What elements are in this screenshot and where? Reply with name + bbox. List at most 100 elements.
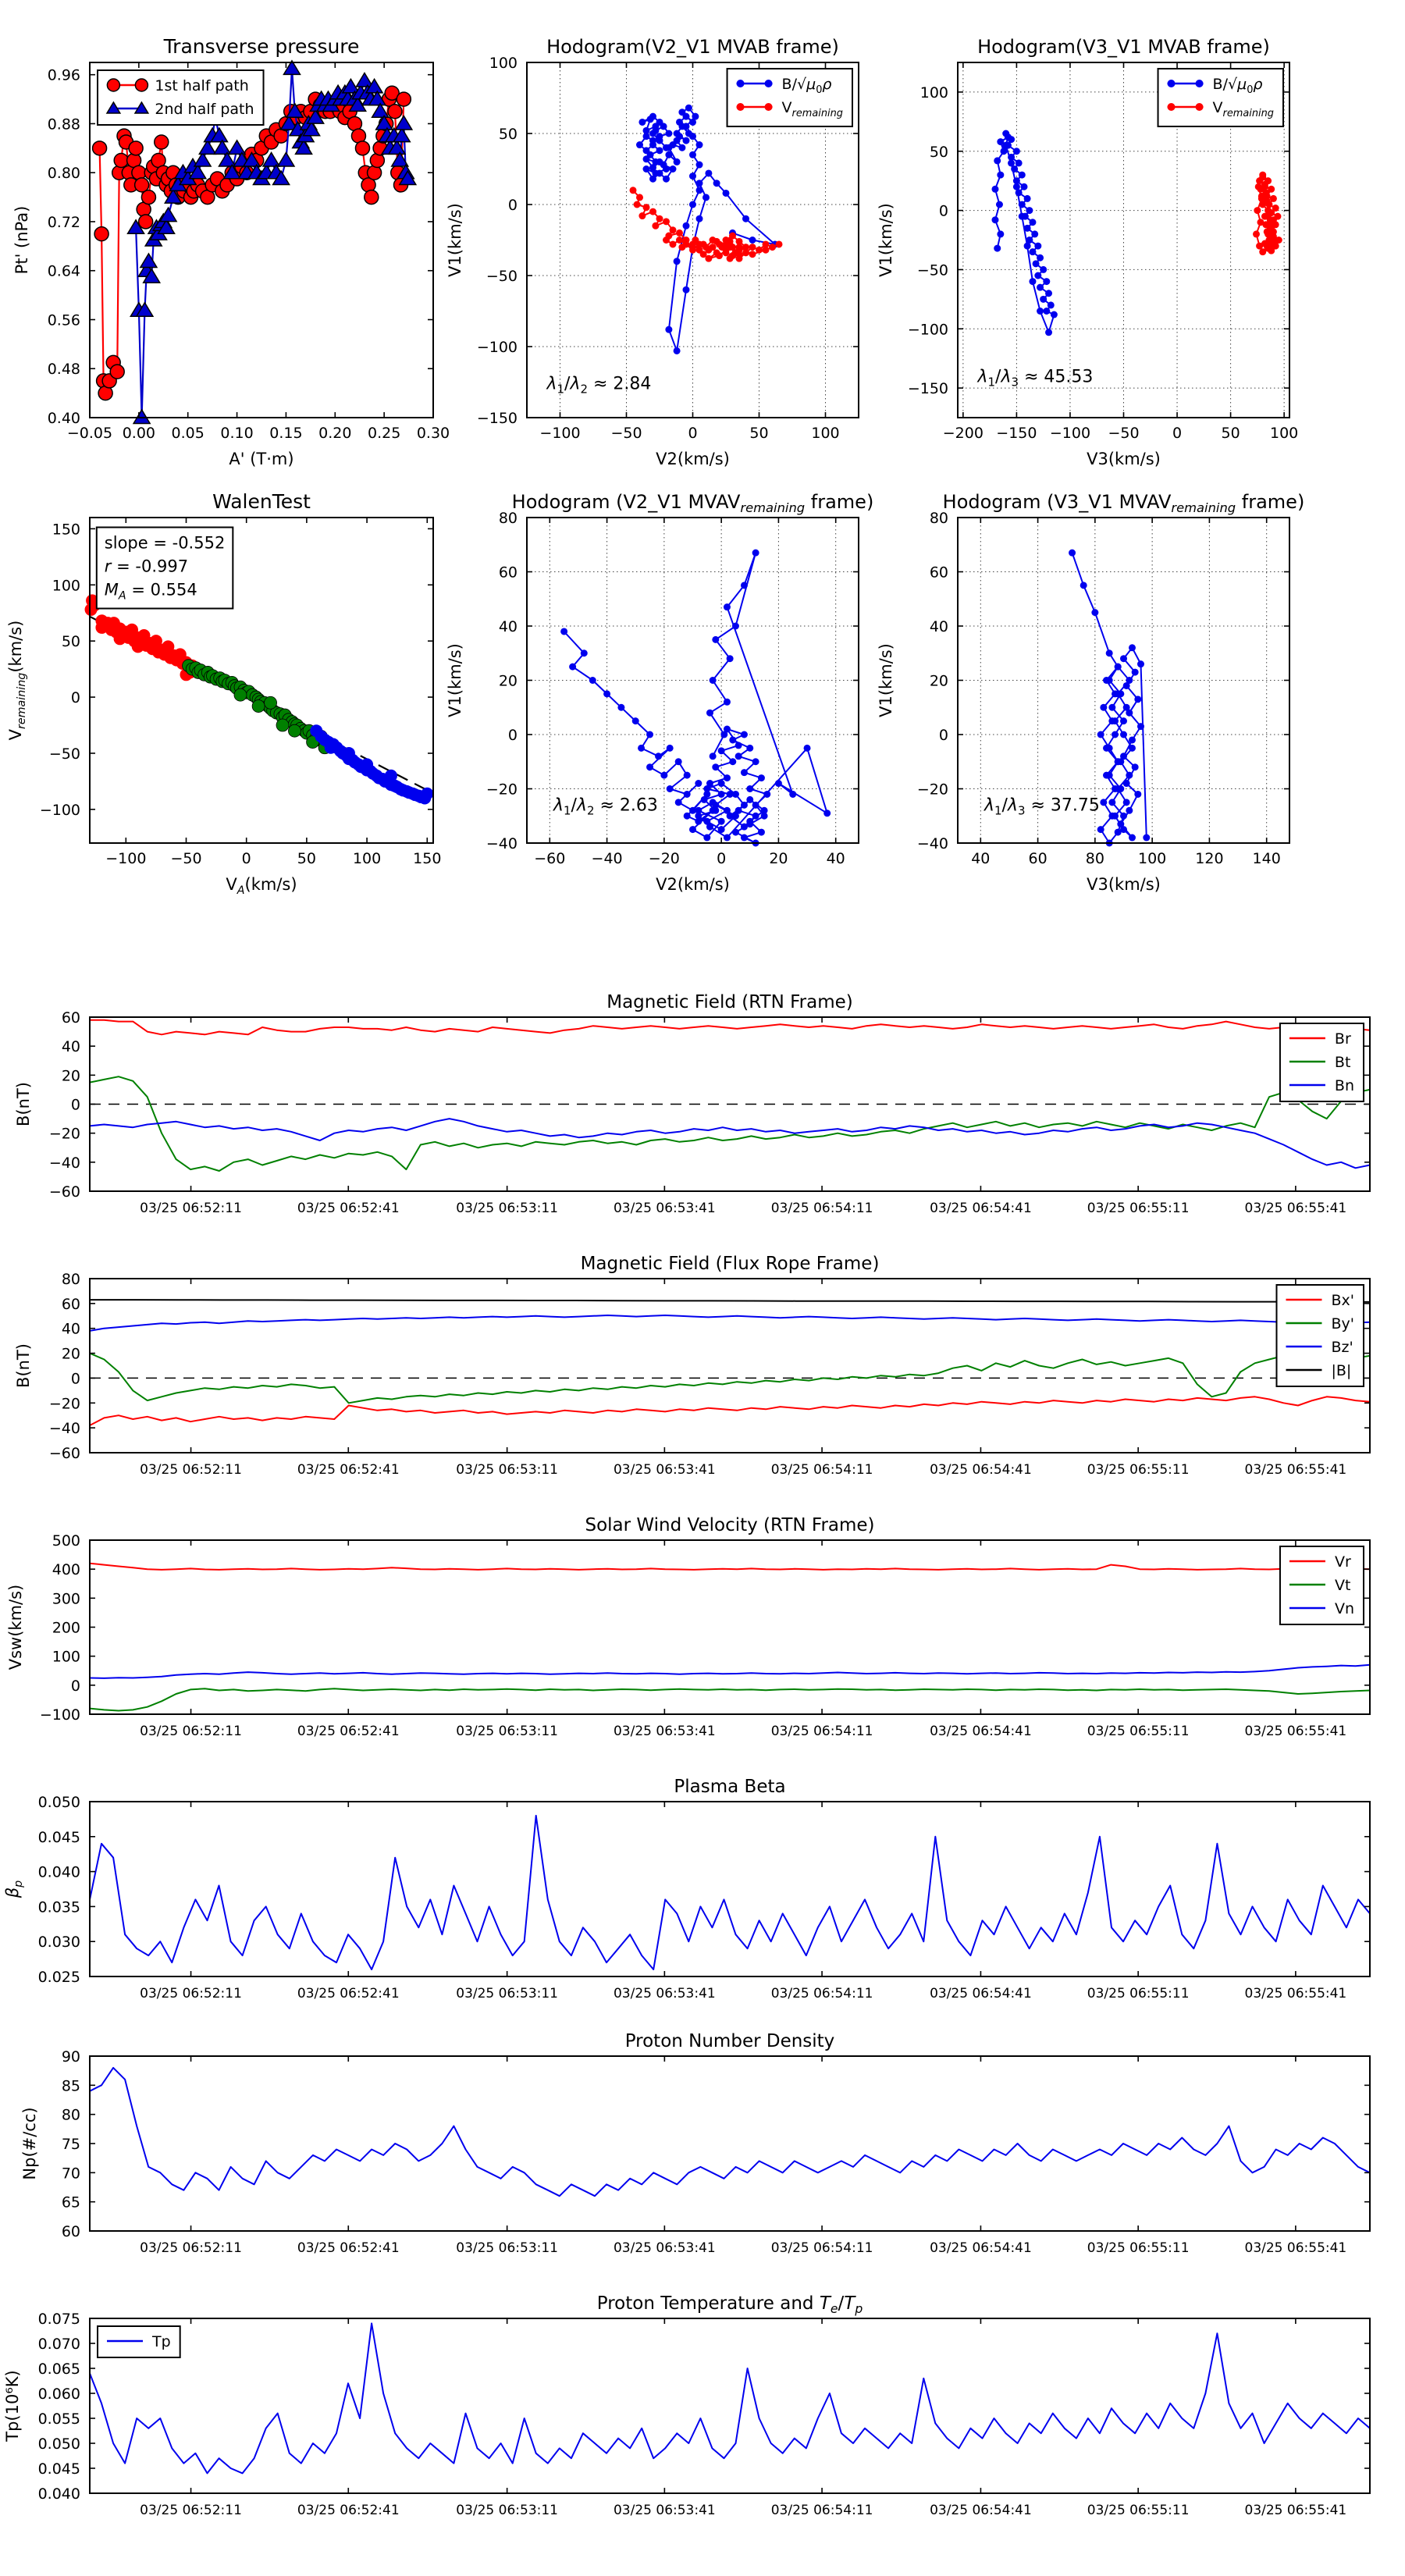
x-tick-label: 0.25: [368, 425, 400, 442]
series-br: [90, 1019, 1371, 1036]
data-point: [1128, 736, 1136, 744]
data-point: [705, 254, 713, 262]
y-tick-label: 20: [499, 673, 518, 690]
data-point: [649, 141, 656, 149]
data-point: [642, 204, 650, 212]
data-point: [91, 141, 108, 156]
data-point: [133, 101, 150, 114]
panel-hodogram-v3v1-mvab: −200 −150 −100 −50 0 50 100 −150 −100 −50 0 50 100 Ho…: [877, 36, 1298, 468]
y-tick-label: 400: [52, 1561, 80, 1578]
data-point: [683, 790, 691, 798]
data-point: [371, 102, 389, 119]
series-b-sqrt-mu0rho-markers: [636, 104, 779, 354]
data-point: [735, 753, 742, 760]
y-tick-label: −20: [49, 1126, 80, 1143]
data-point: [752, 801, 759, 809]
data-point: [1037, 308, 1044, 315]
y-tick-label: −150: [908, 380, 948, 397]
panel-walen-test: −100 −50 0 50 100 150 −100 −50 0 50 100 150 WalenTes…: [6, 490, 441, 897]
data-point: [1012, 177, 1020, 185]
data-point: [994, 157, 1001, 165]
series-tp: [89, 2322, 1371, 2475]
y-tick-label: 0.075: [38, 2311, 80, 2328]
data-point: [638, 744, 646, 752]
panel-title: Proton Temperature and Te/Tp: [597, 2293, 863, 2316]
data-point: [722, 249, 730, 257]
data-point: [1122, 780, 1130, 788]
data-point: [1029, 278, 1037, 286]
y-tick-label: 70: [62, 2165, 80, 2182]
data-point: [1122, 799, 1130, 806]
y-tick-label: 0.055: [38, 2411, 80, 2428]
data-point: [729, 244, 736, 251]
data-point: [689, 201, 696, 208]
time-tick-label: 03/25 06:52:11: [140, 2503, 242, 2518]
annotation: λ1/λ3 ≈ 45.53: [977, 368, 1094, 390]
data-point: [396, 91, 412, 107]
axes-frame: [89, 1539, 1371, 1715]
x-tick-label: 120: [1195, 850, 1223, 867]
time-tick-label: 03/25 06:55:11: [1087, 1462, 1190, 1478]
data-point: [731, 828, 739, 836]
x-tick-label: −150: [996, 425, 1037, 442]
data-point: [731, 812, 739, 820]
data-point: [666, 744, 674, 752]
data-point: [1012, 183, 1020, 190]
data-point: [1034, 272, 1042, 279]
y-tick-label: −40: [49, 1155, 80, 1172]
data-point: [1114, 828, 1122, 836]
data-point: [756, 246, 763, 254]
x-tick-label: 60: [1028, 850, 1047, 867]
data-point: [1031, 230, 1039, 238]
y-tick-label: 0.48: [48, 361, 80, 378]
data-point: [689, 173, 696, 180]
data-point: [302, 120, 321, 137]
data-point: [375, 114, 393, 130]
panel-title: Transverse pressure: [163, 35, 360, 58]
data-point: [276, 718, 290, 732]
data-point: [649, 208, 656, 215]
time-tick-label: 03/25 06:54:11: [771, 1724, 873, 1739]
legend-label: Vremaining: [782, 99, 843, 119]
legend-label: 2nd half path: [155, 101, 254, 118]
data-point: [188, 163, 208, 180]
data-point: [1047, 301, 1055, 309]
y-tick-label: 100: [52, 577, 80, 594]
y-tick-label: 0.80: [48, 165, 80, 182]
data-point: [638, 212, 646, 220]
legend-label: Vn: [1335, 1600, 1354, 1617]
series-second-half-markers: [310, 724, 434, 805]
data-point: [735, 254, 743, 262]
data-point: [726, 790, 734, 798]
x-tick-label: 50: [297, 850, 316, 867]
series-bt: [89, 1076, 1371, 1172]
time-tick-label: 03/25 06:53:41: [614, 1986, 716, 2001]
data-point: [135, 301, 155, 317]
data-point: [669, 141, 677, 149]
panel-title: Magnetic Field (Flux Rope Frame): [581, 1254, 880, 1274]
data-point: [655, 753, 663, 760]
data-point: [306, 109, 325, 124]
data-point: [1002, 141, 1010, 149]
data-point: [1004, 133, 1012, 141]
data-point: [742, 215, 749, 222]
data-point: [210, 126, 229, 143]
data-point: [1080, 582, 1087, 589]
y-tick-label: 40: [930, 618, 948, 635]
data-point: [1261, 180, 1268, 188]
y-tick-label: 80: [62, 1271, 80, 1288]
time-tick-label: 03/25 06:53:41: [614, 1724, 716, 1739]
data-point: [740, 769, 748, 777]
y-tick-label: 50: [930, 144, 948, 161]
data-point: [364, 189, 379, 205]
legend-label: |B|: [1331, 1362, 1351, 1379]
y-tick-label: 0: [939, 203, 948, 220]
data-point: [261, 151, 281, 167]
time-tick-label: 03/25 06:54:11: [771, 1986, 873, 2001]
data-point: [742, 244, 749, 251]
data-point: [1000, 148, 1008, 155]
time-tick-label: 03/25 06:53:11: [456, 1986, 558, 2001]
data-point: [695, 240, 703, 248]
data-point: [1195, 103, 1204, 111]
data-point: [142, 268, 162, 283]
